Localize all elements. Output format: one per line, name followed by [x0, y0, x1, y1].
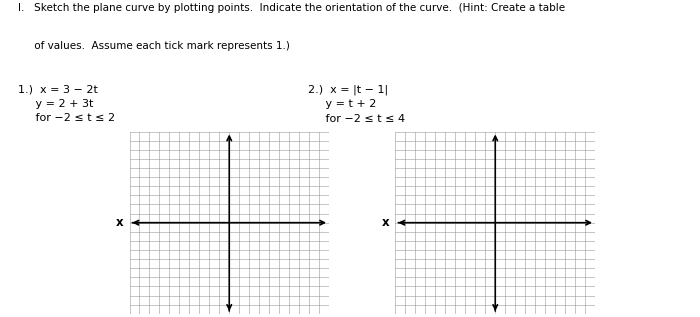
Text: x: x — [116, 216, 123, 229]
Text: I.   Sketch the plane curve by plotting points.  Indicate the orientation of the: I. Sketch the plane curve by plotting po… — [18, 3, 565, 13]
Text: x: x — [382, 216, 389, 229]
Text: 1.)  x = 3 − 2t
     y = 2 + 3t
     for −2 ≤ t ≤ 2: 1.) x = 3 − 2t y = 2 + 3t for −2 ≤ t ≤ 2 — [18, 85, 115, 123]
Text: of values.  Assume each tick mark represents 1.): of values. Assume each tick mark represe… — [18, 41, 289, 51]
Text: 2.)  x = |t − 1|
     y = t + 2
     for −2 ≤ t ≤ 4: 2.) x = |t − 1| y = t + 2 for −2 ≤ t ≤ 4 — [308, 85, 405, 124]
